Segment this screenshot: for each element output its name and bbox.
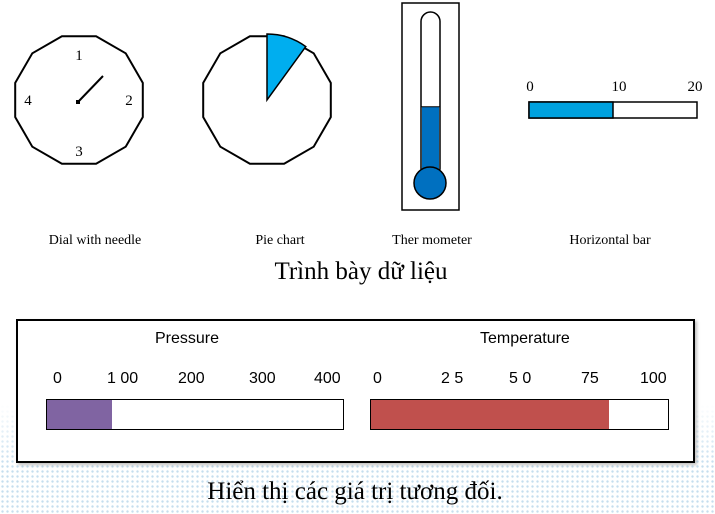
pie-widget [202, 33, 332, 165]
thermometer-caption: Ther mometer [392, 233, 472, 248]
temperature-bar [370, 399, 669, 430]
thermometer-bulb [413, 166, 447, 200]
dial-label-4: 4 [24, 93, 32, 109]
temperature-tick-75: 75 [581, 370, 599, 387]
hbar-caption: Horizontal bar [569, 233, 651, 248]
thermometer-mercury [422, 106, 439, 178]
pressure-title: Pressure [155, 330, 220, 347]
dial-label-1: 1 [75, 48, 83, 64]
dial-hub [76, 100, 80, 104]
temperature-tick-25: 2 5 [441, 370, 464, 387]
temperature-title: Temperature [480, 330, 570, 347]
hbar-widget: 0 10 20 [526, 79, 703, 119]
pressure-tick-300: 300 [249, 370, 276, 387]
section-title: Trình bày dữ liệu [274, 258, 448, 285]
temperature-tick-50: 5 0 [509, 370, 532, 387]
pressure-tick-200: 200 [178, 370, 205, 387]
temperature-tick-100: 100 [640, 370, 667, 387]
gauges-panel [16, 319, 695, 463]
temperature-bar-fill [371, 400, 609, 429]
dial-label-2: 2 [125, 93, 133, 109]
dial-label-3: 3 [75, 144, 83, 160]
pressure-tick-0: 0 [53, 370, 62, 387]
dial-needle [77, 75, 104, 103]
hbar-fill [528, 101, 614, 119]
pressure-tick-400: 400 [314, 370, 341, 387]
temperature-tick-0: 0 [373, 370, 382, 387]
pressure-tick-100: 1 00 [107, 370, 139, 387]
dial-caption: Dial with needle [48, 233, 142, 248]
hbar-tick-0: 0 [526, 79, 534, 95]
hbar-tick-20: 20 [688, 79, 703, 95]
hbar-tick-10: 10 [612, 79, 627, 95]
footer-caption: Hiển thị các giá trị tương đối. [207, 478, 503, 505]
thermometer-widget [401, 2, 460, 211]
pressure-bar [46, 399, 344, 430]
dial-widget: 1 2 3 4 [14, 35, 144, 165]
pie-slice [266, 33, 307, 103]
pressure-bar-fill [47, 400, 113, 429]
pie-caption: Pie chart [255, 233, 305, 248]
